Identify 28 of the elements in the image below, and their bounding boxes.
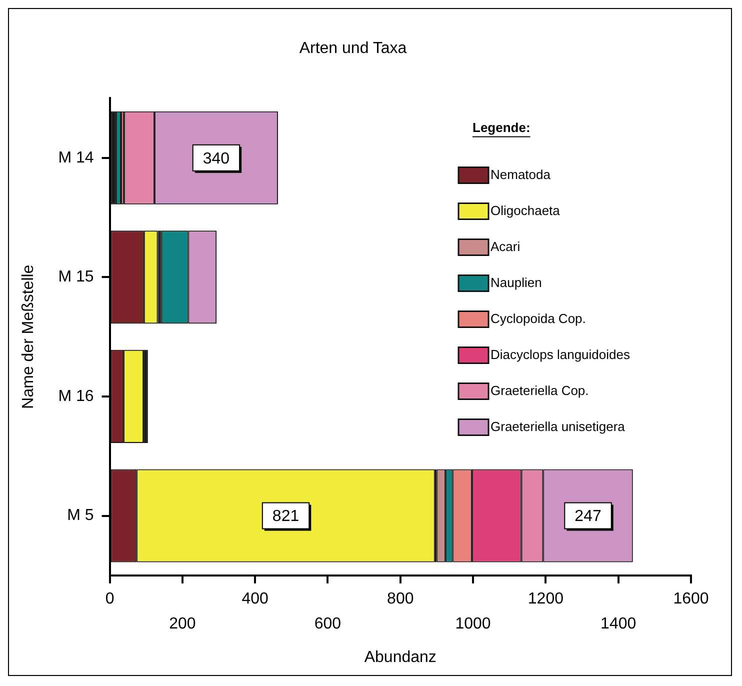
y-tick-label: M 14 [58, 149, 94, 166]
data-label: 340 [202, 150, 230, 168]
legend-label: Graeteriella unisetigera [490, 418, 626, 434]
x-tick-label: 1600 [673, 590, 709, 608]
y-axis-title: Name der Meßstelle [20, 264, 38, 409]
chart-title: Arten und Taxa [299, 40, 407, 58]
legend-title: Legende: [472, 120, 530, 135]
x-tick-label: 400 [242, 590, 269, 608]
legend-label: Nauplien [490, 274, 542, 290]
y-tick-label: M 16 [58, 388, 94, 405]
x-axis-title: Abundanz [364, 648, 436, 666]
data-label: 247 [574, 508, 602, 526]
y-tick-label: M 15 [58, 268, 94, 286]
x-tick-label: 800 [387, 590, 414, 608]
x2-tick-label: 600 [314, 616, 342, 633]
legend-label: Cyclopoida Cop. [490, 310, 586, 326]
y-tick-label: M 5 [67, 507, 94, 524]
x2-tick-label: 1400 [600, 616, 636, 633]
legend-label: Acari [490, 238, 520, 254]
legend-label: Graeteriella Cop. [490, 382, 589, 398]
x2-tick-label: 1000 [455, 616, 491, 633]
legend-label: Diacyclops languidoides [490, 346, 630, 362]
x-tick-label: 0 [105, 590, 114, 608]
x2-tick-label: 200 [169, 616, 196, 633]
data-label: 821 [272, 508, 300, 526]
x-tick-label: 1200 [528, 590, 564, 608]
legend-label: Nematoda [490, 166, 552, 182]
legend-label: Oligochaeta [490, 202, 561, 218]
